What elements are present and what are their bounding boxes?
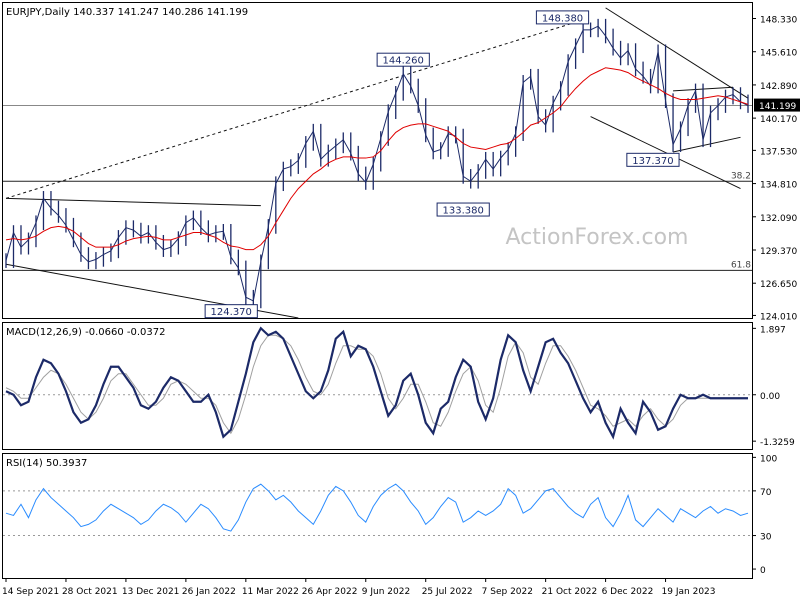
- macd-y-tick-label: 0.00: [760, 392, 780, 402]
- annotation-box: [204, 304, 258, 319]
- x-tick-label: 28 Oct 2021: [62, 587, 118, 597]
- annotation-box: [626, 152, 680, 167]
- price-y-tick-label: 140.170: [760, 115, 797, 125]
- annotation-label: 144.260: [383, 56, 424, 67]
- annotation-label: 133.380: [443, 206, 484, 217]
- watermark: ActionForex.com: [506, 225, 689, 250]
- annotation-label: 124.370: [211, 307, 252, 318]
- trendline-triangle-bottom: [672, 136, 741, 153]
- last-price-label: 141.199: [759, 102, 796, 112]
- rsi-panel: [2, 453, 753, 579]
- x-tick-label: 11 Mar 2022: [242, 587, 299, 597]
- price-y-tick-label: 134.810: [760, 181, 797, 191]
- trendline-left-range-top: [5, 197, 261, 207]
- fib-level-label: 61.8: [731, 260, 751, 270]
- price-y-tick-label: 132.090: [760, 214, 797, 224]
- annotation-label: 148.380: [542, 13, 583, 24]
- rsi-y-tick-label: 30: [760, 533, 772, 543]
- price-y-tick-label: 129.370: [760, 247, 797, 257]
- x-tick-label: 19 Jan 2023: [662, 587, 716, 597]
- rsi-line: [5, 483, 749, 532]
- last-price-tag: [754, 98, 800, 112]
- x-tick-label: 25 Jul 2022: [422, 587, 473, 597]
- price-y-tick-label: 124.010: [760, 312, 797, 322]
- macd-panel: [2, 322, 753, 450]
- macd-y-tick-label: -1.3259: [760, 438, 795, 448]
- macd-signal-line: [5, 334, 748, 435]
- price-panel: [2, 2, 753, 319]
- rsi-y-tick-label: 100: [760, 454, 777, 464]
- macd-y-tick-label: 1.897: [760, 325, 786, 335]
- price-y-tick-label: 126.650: [760, 280, 797, 290]
- fib-level-label: 38.2: [731, 171, 751, 181]
- x-tick-label: 14 Sep 2021: [2, 587, 59, 597]
- price-y-tick-label: 137.530: [760, 147, 797, 157]
- x-tick-label: 6 Dec 2022: [602, 587, 654, 597]
- x-tick-label: 21 Oct 2022: [542, 587, 598, 597]
- price-y-tick-label: 142.890: [760, 82, 797, 92]
- macd-line: [5, 326, 748, 440]
- annotation-label: 137.370: [632, 156, 673, 167]
- price-y-tick-label: 145.610: [760, 49, 797, 59]
- x-tick-label: 13 Dec 2021: [122, 587, 180, 597]
- macd-header: MACD(12,26,9) -0.0660 -0.0372: [6, 327, 166, 338]
- price-header: EURJPY,Daily 140.337 141.247 140.286 141…: [6, 7, 248, 18]
- x-tick-label: 26 Jan 2022: [182, 587, 236, 597]
- trendline-channel-bottom: [590, 116, 741, 190]
- x-tick-label: 9 Jun 2022: [362, 587, 410, 597]
- price-line: [5, 25, 749, 302]
- trendline-channel-top: [605, 7, 749, 99]
- annotation-box: [535, 10, 590, 25]
- annotation-box: [376, 52, 430, 67]
- rsi-header: RSI(14) 50.3937: [6, 458, 87, 469]
- annotation-box: [436, 202, 490, 217]
- x-tick-label: 7 Sep 2022: [482, 587, 533, 597]
- moving-average-line: [5, 67, 749, 251]
- rsi-y-tick-label: 70: [760, 488, 772, 498]
- x-tick-label: 26 Apr 2022: [302, 587, 358, 597]
- rsi-y-tick-label: 0: [760, 566, 766, 576]
- price-y-tick-label: 148.330: [760, 16, 797, 26]
